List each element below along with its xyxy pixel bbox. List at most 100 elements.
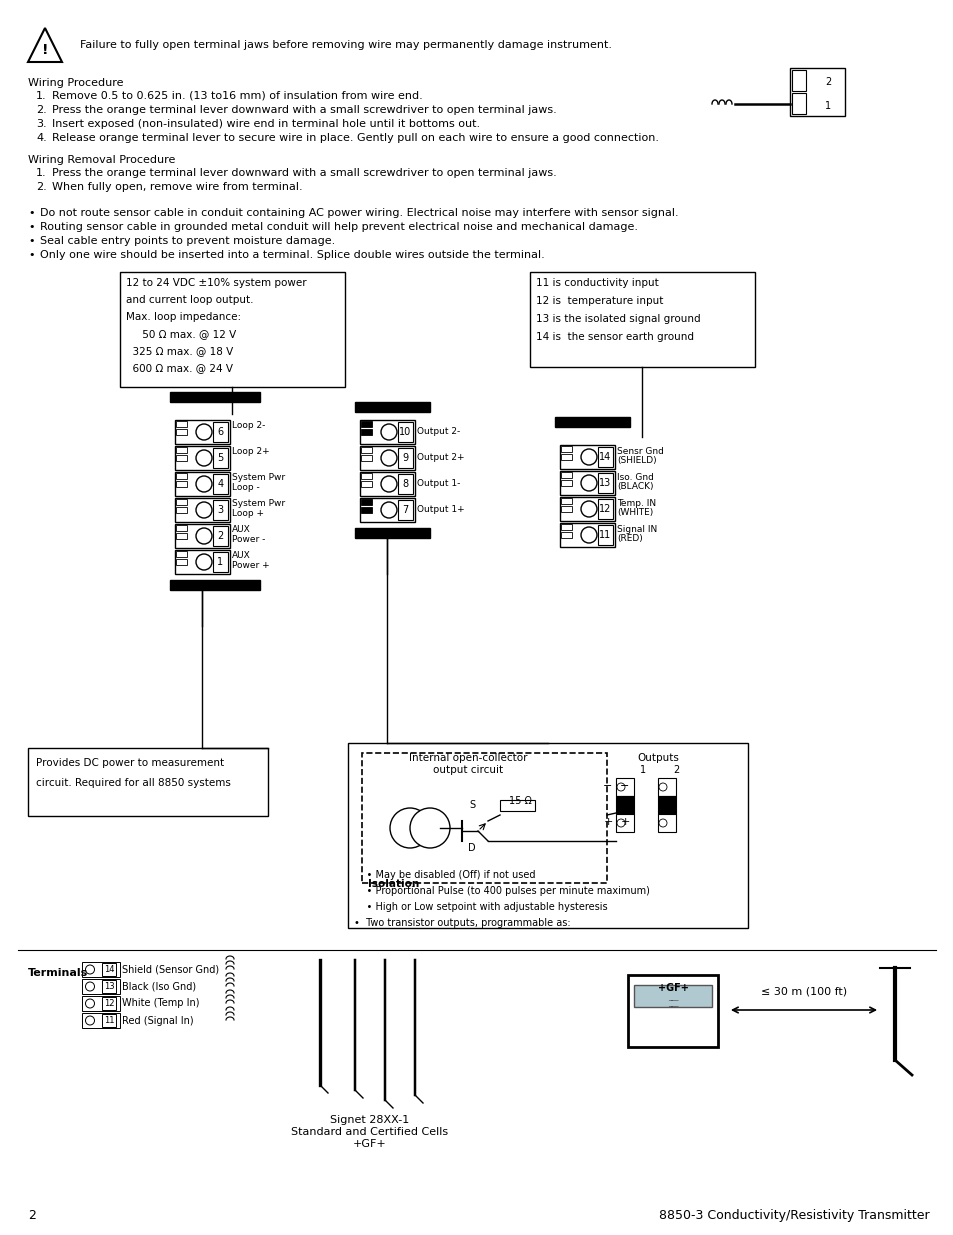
Bar	[213, 422, 228, 442]
Text: Temp. IN: Temp. IN	[617, 499, 656, 508]
Bar	[174, 524, 230, 548]
Circle shape	[659, 783, 666, 790]
Bar	[175, 447, 187, 453]
Bar	[175, 551, 187, 557]
Text: •: •	[28, 207, 34, 219]
Text: 3.: 3.	[36, 119, 47, 128]
Text: •: •	[28, 222, 34, 232]
Text: When fully open, remove wire from terminal.: When fully open, remove wire from termin…	[52, 182, 302, 191]
Bar	[82, 995, 120, 1011]
Text: S: S	[469, 800, 475, 810]
Text: AUX: AUX	[232, 552, 251, 561]
Bar	[598, 525, 613, 545]
Bar	[174, 420, 230, 445]
Text: Loop -: Loop -	[232, 483, 259, 493]
Circle shape	[86, 999, 94, 1008]
Bar	[560, 472, 572, 478]
Circle shape	[195, 475, 212, 492]
Bar	[213, 552, 228, 572]
Text: Remove 0.5 to 0.625 in. (13 to16 mm) of insulation from wire end.: Remove 0.5 to 0.625 in. (13 to16 mm) of …	[52, 91, 422, 101]
Bar	[175, 429, 187, 435]
Bar	[175, 480, 187, 487]
Text: circuit. Required for all 8850 systems: circuit. Required for all 8850 systems	[36, 778, 231, 788]
Bar	[560, 506, 572, 513]
Bar	[82, 962, 120, 977]
Text: White (Temp In): White (Temp In)	[122, 999, 199, 1009]
Text: Loop 2+: Loop 2+	[232, 447, 270, 457]
Text: 11: 11	[104, 1016, 114, 1025]
Circle shape	[659, 819, 666, 827]
Bar	[175, 454, 187, 461]
Bar	[616, 797, 634, 814]
Bar	[175, 525, 187, 531]
Text: Do not route sensor cable in conduit containing AC power wiring. Electrical nois: Do not route sensor cable in conduit con…	[40, 207, 678, 219]
Bar	[791, 70, 805, 91]
Text: Output 2+: Output 2+	[416, 453, 464, 462]
Bar	[627, 974, 718, 1047]
Text: 1.: 1.	[36, 91, 47, 101]
Text: (BLACK): (BLACK)	[617, 483, 653, 492]
Bar	[598, 473, 613, 493]
Text: −: −	[602, 781, 612, 790]
Bar	[658, 797, 676, 814]
Text: output circuit: output circuit	[433, 764, 502, 776]
Text: 2: 2	[824, 77, 830, 86]
Bar	[360, 429, 372, 435]
Text: System Pwr: System Pwr	[232, 499, 285, 509]
Text: Outputs: Outputs	[637, 753, 679, 763]
Bar	[170, 580, 260, 590]
Bar	[360, 421, 372, 427]
Bar	[355, 529, 430, 538]
Circle shape	[195, 501, 212, 517]
Bar	[213, 526, 228, 546]
Bar	[360, 480, 372, 487]
Text: ___: ___	[667, 1002, 678, 1007]
Text: 13 is the isolated signal ground: 13 is the isolated signal ground	[536, 314, 700, 324]
Text: Only one wire should be inserted into a terminal. Splice double wires outside th: Only one wire should be inserted into a …	[40, 249, 544, 261]
Bar	[102, 963, 116, 976]
Bar	[359, 420, 415, 445]
Bar	[791, 93, 805, 114]
Text: 9: 9	[402, 453, 408, 463]
Text: • High or Low setpoint with adjustable hysteresis: • High or Low setpoint with adjustable h…	[354, 902, 607, 911]
Circle shape	[195, 424, 212, 440]
Bar	[560, 532, 572, 538]
Bar	[348, 743, 747, 927]
Text: 12 to 24 VDC ±10% system power: 12 to 24 VDC ±10% system power	[126, 278, 306, 288]
Text: Provides DC power to measurement: Provides DC power to measurement	[36, 758, 224, 768]
Text: 12: 12	[598, 504, 611, 514]
Bar	[499, 800, 535, 811]
Bar	[634, 986, 711, 1007]
Bar	[175, 534, 187, 538]
Text: 3: 3	[217, 505, 223, 515]
Bar	[560, 480, 572, 487]
Text: •: •	[28, 236, 34, 246]
Bar	[616, 814, 634, 832]
Text: Signet 28XX-1: Signet 28XX-1	[330, 1115, 409, 1125]
Bar	[359, 446, 415, 471]
Text: +GF+: +GF+	[657, 983, 688, 993]
Text: Output 2-: Output 2-	[416, 427, 459, 436]
Bar	[559, 445, 615, 469]
Bar	[175, 508, 187, 513]
Text: Loop +: Loop +	[232, 510, 264, 519]
Circle shape	[195, 529, 212, 543]
Text: !: !	[42, 43, 49, 57]
Bar	[598, 499, 613, 519]
Bar	[555, 417, 629, 427]
Bar	[658, 814, 676, 832]
Bar	[397, 422, 413, 442]
Bar	[560, 498, 572, 504]
Bar	[616, 778, 634, 797]
Circle shape	[617, 783, 624, 790]
Bar	[560, 446, 572, 452]
Bar	[175, 473, 187, 479]
Circle shape	[86, 965, 94, 974]
Text: 13: 13	[104, 982, 114, 990]
Bar	[175, 559, 187, 564]
Bar	[360, 447, 372, 453]
Bar	[102, 1014, 116, 1028]
Circle shape	[380, 450, 396, 466]
Bar	[170, 391, 260, 403]
Circle shape	[86, 1016, 94, 1025]
